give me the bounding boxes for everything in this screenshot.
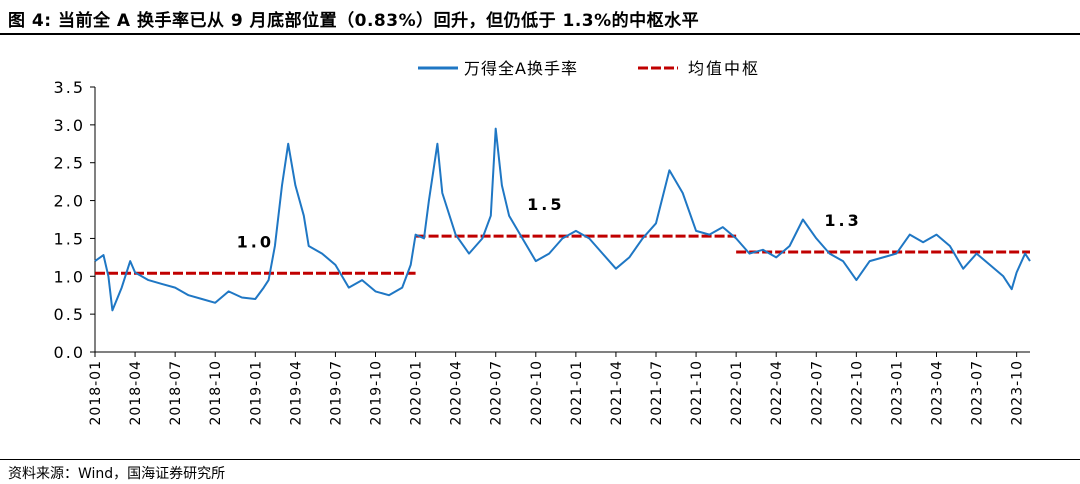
x-tick-label: 2022-10 [849, 360, 865, 426]
figure-title: 图 4: 当前全 A 换手率已从 9 月底部位置（0.83%）回升，但仍低于 1… [8, 11, 700, 31]
legend: 万得全A换手率 均值中枢 [418, 59, 760, 78]
x-tick-label: 2018-01 [88, 360, 104, 426]
y-tick-label: 0.0 [54, 343, 85, 362]
y-tick-label: 3.0 [54, 116, 85, 135]
legend-label-mean: 均值中枢 [688, 59, 760, 78]
x-tick-label: 2022-04 [769, 360, 785, 426]
title-rule [0, 33, 1080, 35]
mean-center-lines [95, 234, 1030, 275]
x-tick-label: 2021-10 [689, 360, 705, 426]
x-tick-label: 2020-10 [529, 360, 545, 426]
y-tick-label: 1.0 [54, 267, 85, 286]
x-tick-label: 2022-07 [809, 360, 825, 426]
x-tick-label: 2019-01 [248, 360, 264, 426]
x-tick-label: 2023-07 [970, 360, 986, 426]
mean-center-labels: 1.0 1.5 1.3 [237, 195, 861, 251]
x-tick-label: 2021-01 [569, 360, 585, 426]
x-tick-label: 2020-04 [449, 360, 465, 426]
y-tick-label: 2.0 [54, 192, 85, 211]
source-rule [0, 459, 1080, 460]
x-tick-label: 2019-10 [369, 360, 385, 426]
y-tick-label: 2.5 [54, 154, 85, 173]
x-tick-label: 2020-07 [489, 360, 505, 426]
mean-center-label: 1.3 [824, 211, 861, 230]
mean-center-label: 1.5 [527, 195, 564, 214]
x-tick-label: 2021-04 [609, 360, 625, 426]
y-tick-label: 3.5 [54, 78, 85, 97]
legend-label-turnover: 万得全A换手率 [464, 59, 578, 78]
figure-title-bar: 图 4: 当前全 A 换手率已从 9 月底部位置（0.83%）回升，但仍低于 1… [0, 0, 1080, 35]
x-tick-label: 2022-01 [729, 360, 745, 426]
y-tick-label: 1.5 [54, 229, 85, 248]
series-line-turnover [94, 127, 1031, 312]
x-tick-label: 2018-07 [168, 360, 184, 426]
turnover-chart: 0.0 0.5 1.0 1.5 2.0 2.5 3.0 3.5 2018-01 2018-04 20… [54, 59, 1031, 426]
x-tick-label: 2023-10 [1010, 360, 1026, 426]
x-tick-label: 2020-01 [409, 360, 425, 426]
y-tick-label: 0.5 [54, 305, 85, 324]
x-tick-label: 2018-10 [208, 360, 224, 426]
x-tick-label: 2023-04 [930, 360, 946, 426]
source-note: 资料来源：Wind，国海证券研究所 [8, 466, 226, 482]
x-tick-label: 2021-07 [649, 360, 665, 426]
series-lines [94, 127, 1031, 312]
x-tick-label: 2019-07 [328, 360, 344, 426]
x-tick-label: 2023-01 [889, 360, 905, 426]
x-tick-label: 2019-04 [288, 360, 304, 426]
axes: 0.0 0.5 1.0 1.5 2.0 2.5 3.0 3.5 2018-01 2018-04 20… [54, 78, 1030, 426]
x-tick-label: 2018-04 [128, 360, 144, 426]
mean-center-label: 1.0 [237, 232, 274, 251]
